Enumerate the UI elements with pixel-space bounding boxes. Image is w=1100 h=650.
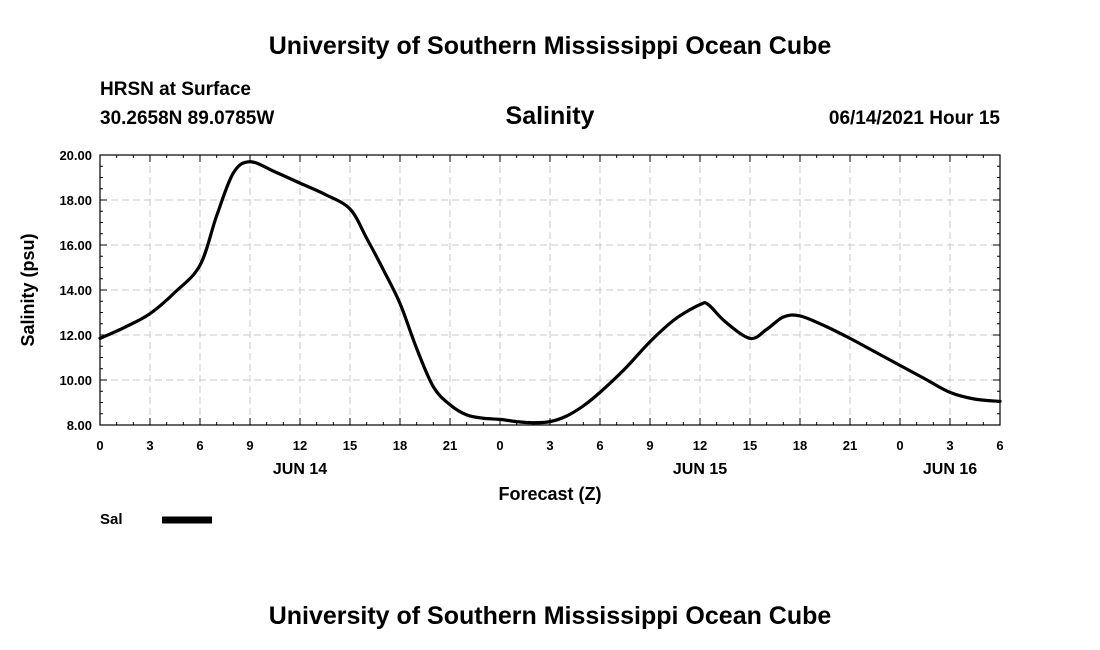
legend-label: Sal <box>100 511 123 528</box>
legend: Sal <box>100 511 212 528</box>
y-axis-title: Salinity (psu) <box>18 233 38 346</box>
chart-title: Salinity <box>506 102 595 130</box>
x-tick-label: 0 <box>496 438 503 453</box>
x-tick-label: 15 <box>343 438 357 453</box>
x-tick-labels: 0 3 6 9 12 15 18 21 0 3 6 9 12 15 18 21 0 3 6 <box>96 438 1003 453</box>
date-labels: JUN 14 JUN 15 JUN 16 <box>273 461 977 478</box>
x-tick-label: 21 <box>843 438 857 453</box>
date-label: JUN 14 <box>273 461 327 478</box>
date-label: JUN 16 <box>923 461 977 478</box>
x-tick-label: 6 <box>196 438 203 453</box>
y-tick-label: 16.00 <box>59 238 92 253</box>
header-title: University of Southern Mississippi Ocean… <box>269 32 832 60</box>
x-tick-label: 3 <box>946 438 953 453</box>
y-tick-label: 10.00 <box>59 373 92 388</box>
x-tick-label: 12 <box>693 438 707 453</box>
x-tick-label: 12 <box>293 438 307 453</box>
station-label: HRSN at Surface <box>100 79 251 100</box>
x-tick-label: 6 <box>996 438 1003 453</box>
location-label: 30.2658N 89.0785W <box>100 108 274 129</box>
date-label: JUN 15 <box>673 461 727 478</box>
x-tick-label: 21 <box>443 438 457 453</box>
y-tick-label: 8.00 <box>67 418 92 433</box>
x-tick-label: 18 <box>393 438 407 453</box>
x-tick-label: 6 <box>596 438 603 453</box>
x-tick-label: 9 <box>646 438 653 453</box>
x-tick-label: 0 <box>896 438 903 453</box>
x-axis-title: Forecast (Z) <box>498 484 601 504</box>
run-time-label: 06/14/2021 Hour 15 <box>829 108 1001 129</box>
y-tick-label: 12.00 <box>59 328 92 343</box>
x-tick-label: 18 <box>793 438 807 453</box>
tick-marks <box>99 154 1001 426</box>
x-tick-label: 15 <box>743 438 757 453</box>
footer-title: University of Southern Mississippi Ocean… <box>269 602 832 630</box>
x-tick-label: 9 <box>246 438 253 453</box>
y-tick-label: 20.00 <box>59 148 92 163</box>
x-tick-label: 0 <box>96 438 103 453</box>
y-tick-label: 14.00 <box>59 283 92 298</box>
y-tick-labels: 8.00 10.00 12.00 14.00 16.00 18.00 20.00 <box>59 148 92 433</box>
x-tick-label: 3 <box>146 438 153 453</box>
y-tick-label: 18.00 <box>59 193 92 208</box>
x-tick-label: 3 <box>546 438 553 453</box>
grid <box>100 155 1000 425</box>
